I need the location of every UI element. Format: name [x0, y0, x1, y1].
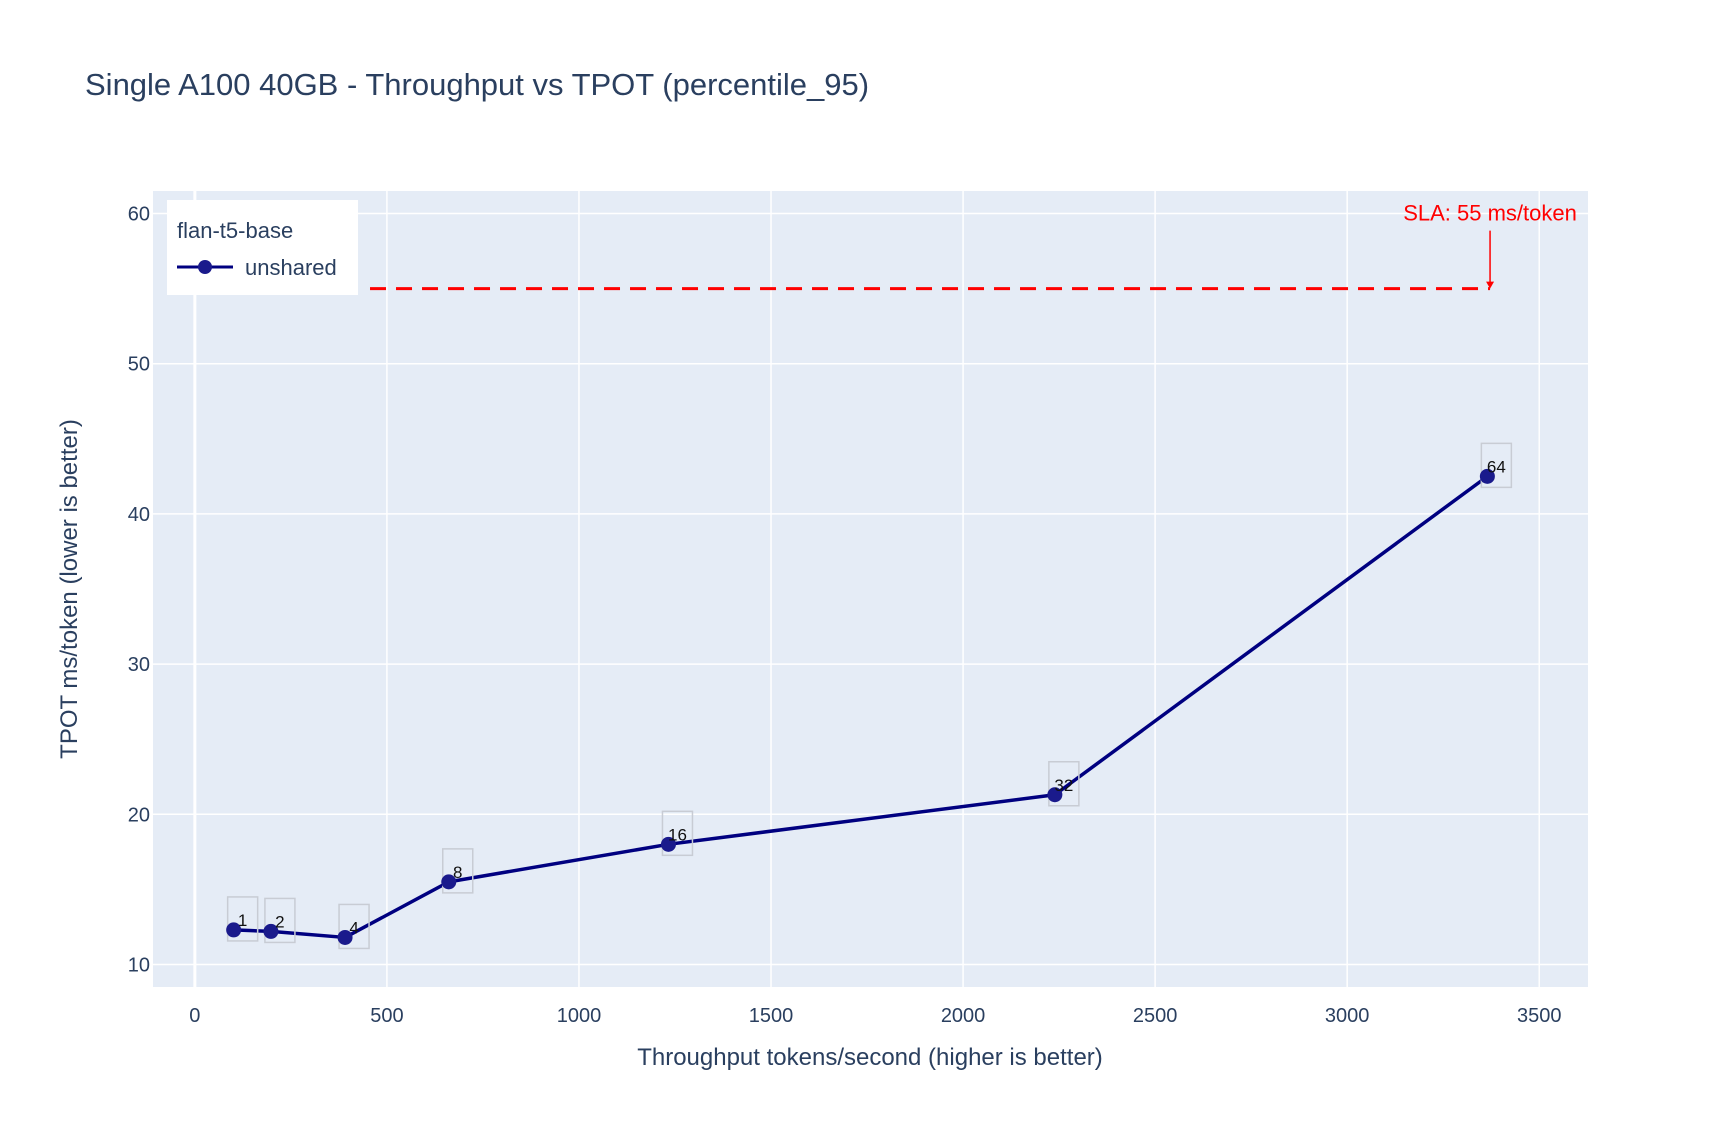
data-point [337, 929, 353, 945]
legend-marker-icon [198, 260, 212, 274]
y-axis-ticks: 10 20 30 40 50 60 [128, 204, 150, 977]
point-label-box [226, 896, 259, 942]
point-label: 1 [238, 911, 247, 930]
data-point [226, 922, 242, 938]
y-tick-label: 10 [128, 954, 150, 976]
point-label: 2 [275, 912, 284, 931]
y-tick-label: 30 [128, 654, 150, 676]
x-tick-label: 0 [189, 1005, 200, 1027]
point-label: 8 [453, 863, 462, 882]
point-label: 32 [1054, 776, 1073, 795]
x-tick-label: 1000 [557, 1005, 602, 1027]
y-tick-label: 40 [128, 504, 150, 526]
x-tick-label: 2000 [941, 1005, 986, 1027]
point-label-box [1480, 442, 1513, 489]
data-point [660, 836, 676, 852]
series-unshared: 1 2 4 8 16 32 64 [226, 442, 1513, 950]
x-tick-label: 3000 [1325, 1005, 1370, 1027]
data-point [263, 923, 279, 939]
legend-box [167, 200, 358, 295]
point-label-box [1048, 761, 1080, 807]
x-tick-label: 2500 [1133, 1005, 1178, 1027]
point-label-box [264, 897, 296, 944]
y-axis-title: TPOT ms/token (lower is better) [56, 419, 83, 759]
x-axis-ticks: 0 500 1000 1500 2000 2500 3000 3500 [189, 1005, 1561, 1027]
legend[interactable]: flan-t5-base unshared [167, 200, 358, 295]
sla-arrowhead [1486, 281, 1495, 289]
y-tick-label: 60 [128, 204, 150, 226]
x-tick-label: 1500 [749, 1005, 794, 1027]
x-tick-label: 3500 [1517, 1005, 1562, 1027]
legend-item-unshared[interactable]: unshared [177, 255, 337, 280]
point-label-box [442, 848, 474, 894]
point-label: 16 [668, 825, 687, 844]
grid [153, 191, 1588, 987]
sla-annotation: SLA: 55 ms/token [370, 201, 1577, 291]
point-label: 64 [1487, 457, 1506, 476]
data-point [1479, 468, 1495, 484]
chart-title: Single A100 40GB - Throughput vs TPOT (p… [85, 67, 869, 102]
sla-label: SLA: 55 ms/token [1403, 201, 1577, 226]
plot-area [153, 191, 1588, 987]
data-point [441, 874, 457, 890]
point-label-box [661, 810, 694, 857]
x-tick-label: 500 [370, 1005, 403, 1027]
legend-label: unshared [245, 255, 337, 280]
x-axis-title: Throughput tokens/second (higher is bett… [637, 1044, 1103, 1071]
legend-title: flan-t5-base [177, 218, 293, 243]
y-tick-label: 50 [128, 354, 150, 376]
point-label-box [338, 903, 370, 950]
data-point [1047, 787, 1063, 803]
point-label: 4 [349, 918, 358, 937]
y-tick-label: 20 [128, 804, 150, 826]
